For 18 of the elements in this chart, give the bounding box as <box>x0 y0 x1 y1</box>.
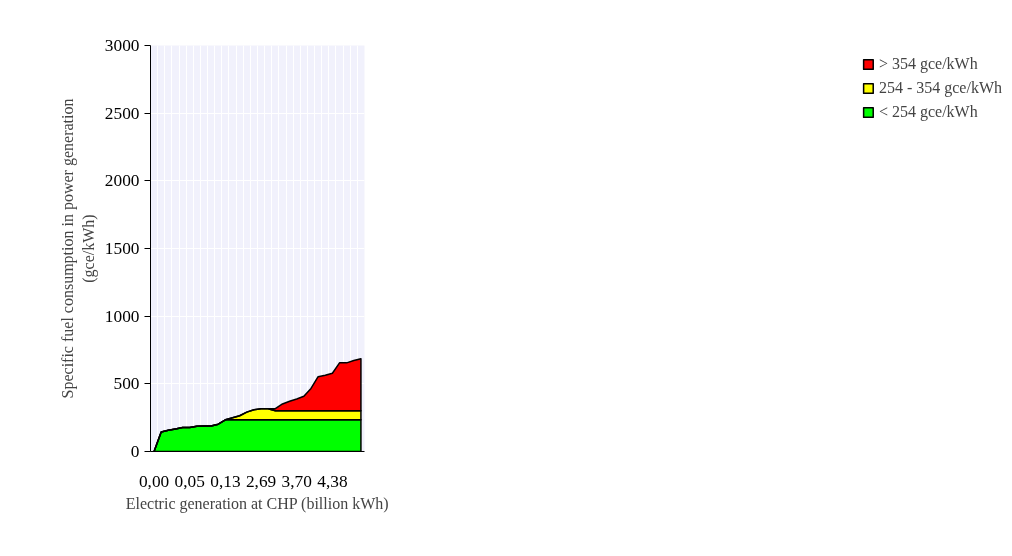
legend-label: < 254 gce/kWh <box>878 103 978 121</box>
y-tick-label: 2500 <box>104 103 140 123</box>
legend-label: 254 - 354 gce/kWh <box>878 79 1002 97</box>
y-axis-title: Specific fuel consumption in power generation (gce/kWh) <box>59 98 98 399</box>
x-tick-label: 3,70 <box>281 471 312 491</box>
y-tick-label: 1000 <box>104 306 140 326</box>
x-axis-title: Electric generation at CHP (billion kWh) <box>125 494 389 513</box>
x-tick-label: 4,38 <box>317 471 348 491</box>
x-tick-label: 0,05 <box>174 471 205 491</box>
y-tick-label: 2000 <box>104 171 140 191</box>
x-tick-label: 2,69 <box>245 471 277 491</box>
y-tick-label: 1500 <box>104 239 140 258</box>
y-tick-label: 500 <box>113 374 140 394</box>
legend-label: > 354 gce/kWh <box>878 55 978 73</box>
y-tick-label: 0 <box>130 442 140 461</box>
y-tick-label: 3000 <box>104 36 140 55</box>
x-tick-label: 0,13 <box>210 471 241 491</box>
x-tick-label: 0,00 <box>138 471 170 491</box>
